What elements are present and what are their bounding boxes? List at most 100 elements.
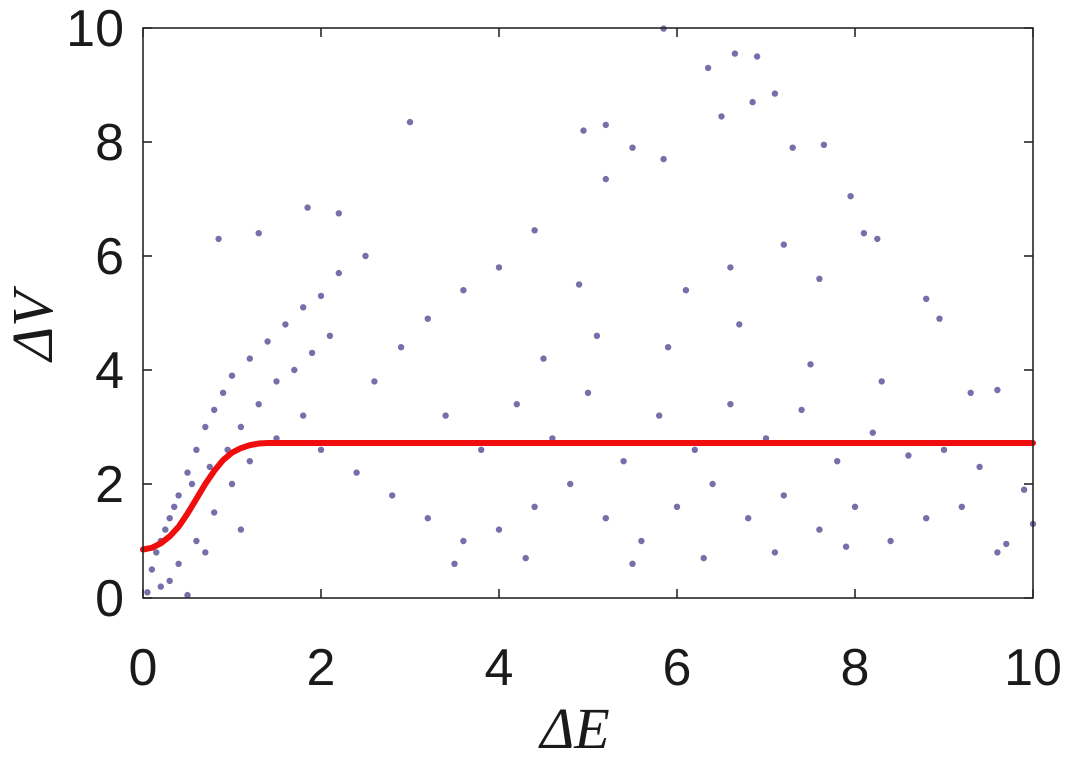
scatter-point [834, 458, 841, 465]
y-tick-label: 2 [95, 456, 124, 514]
scatter-point [478, 446, 485, 453]
y-tick-label: 4 [95, 342, 124, 400]
scatter-point [300, 412, 307, 419]
scatter-point [593, 332, 601, 339]
x-tick-label: 4 [485, 639, 514, 697]
scatter-point [673, 503, 681, 510]
scatter-point [656, 412, 663, 419]
y-axis-label: ΔV [0, 285, 65, 363]
scatter-point [162, 526, 169, 533]
scatter-point [976, 463, 983, 471]
scatter-point [940, 446, 948, 453]
scatter-point [540, 355, 547, 362]
scatter-point [424, 515, 431, 522]
scatter-point [206, 463, 213, 471]
scatter-point [887, 537, 894, 545]
scatter-point [246, 458, 253, 465]
scatter-point [255, 401, 262, 408]
scatter-point [215, 235, 222, 243]
x-tick-label: 10 [1004, 639, 1062, 697]
scatter-point [584, 389, 592, 396]
scatter-point [335, 210, 342, 217]
scatter-point [638, 537, 645, 545]
scatter-point [1003, 540, 1010, 548]
scatter-point [308, 349, 316, 357]
scatter-point [629, 560, 636, 567]
scatter-point [878, 378, 885, 385]
scatter-point [958, 503, 965, 510]
scatter-point [700, 554, 707, 562]
scatter-point [211, 509, 218, 516]
scatter-point [816, 526, 823, 533]
y-tick-label: 0 [95, 570, 124, 628]
y-tick-labels: 0 2 4 6 8 10 [66, 0, 124, 628]
scatter-point [495, 526, 503, 533]
scatter-point [166, 515, 173, 522]
x-tick-label: 0 [129, 639, 158, 697]
scatter-point [531, 503, 538, 510]
scatter-point [549, 435, 556, 442]
scatter-point [660, 155, 667, 163]
scatter-point [709, 480, 716, 488]
x-tick-label: 8 [841, 639, 870, 697]
scatter-point [522, 554, 529, 562]
scatter-point [727, 401, 734, 408]
scatter-point [860, 230, 868, 237]
scatter-point [780, 492, 787, 499]
scatter-point [424, 315, 431, 322]
fit-curve [140, 440, 1036, 553]
x-tick-labels: 0 2 4 6 8 10 [129, 639, 1062, 697]
scatter-point [869, 429, 876, 436]
scatter-point [237, 423, 245, 431]
scatter-point [175, 492, 182, 499]
scatter-point [771, 549, 779, 556]
scatter-point [406, 118, 414, 126]
scatter-point [629, 144, 636, 151]
scatter-point [923, 295, 930, 302]
scatter-point [304, 204, 311, 211]
scatter-point [749, 98, 756, 106]
scatter-points [144, 25, 1037, 599]
scatter-point [264, 338, 271, 345]
y-tick-label: 6 [95, 228, 124, 286]
scatter-point [682, 287, 690, 294]
scatter-point [1020, 486, 1028, 493]
scatter-point [745, 515, 752, 522]
scatter-point [335, 269, 342, 277]
scatter-point [620, 458, 627, 465]
scatter-point [704, 64, 712, 72]
scatter-point [193, 537, 200, 545]
scatter-point [567, 480, 574, 488]
scatter-point [936, 315, 943, 322]
scatter-point [851, 503, 859, 510]
scatter-point [691, 446, 698, 453]
scatter-point [273, 435, 280, 442]
scatter-point [923, 515, 930, 522]
scatter-point [762, 435, 770, 442]
scatter-point [228, 372, 236, 379]
scatter-point [202, 423, 209, 431]
scatter-point [219, 389, 227, 396]
scatter-point [460, 287, 467, 294]
scatter-point [326, 332, 334, 339]
scatter-point [202, 549, 209, 556]
scatter-point [575, 281, 583, 288]
axis-ticks [142, 27, 1034, 599]
scatter-point [905, 452, 912, 459]
scatter-point [602, 121, 609, 129]
scatter-point [362, 252, 369, 260]
scatter-point [144, 589, 151, 596]
scatter-point [157, 583, 164, 590]
scatter-point [727, 264, 734, 271]
scatter-point [807, 361, 814, 368]
scatter-point [442, 412, 449, 419]
scatter-point [228, 480, 236, 488]
y-tick-label: 10 [66, 0, 124, 58]
scatter-point [397, 344, 405, 351]
scatter-point [451, 560, 458, 567]
scatter-point [282, 321, 289, 328]
scatter-point [188, 480, 196, 488]
plot-frame [142, 27, 1034, 599]
scatter-point [184, 469, 191, 476]
